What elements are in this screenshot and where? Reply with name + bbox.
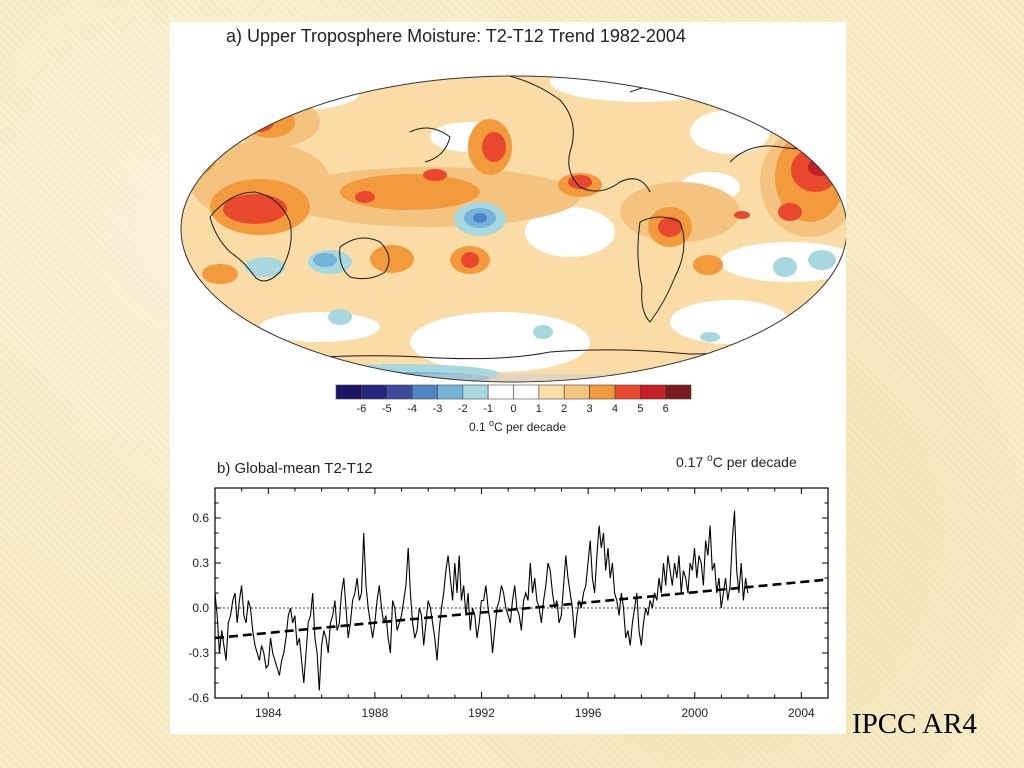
timeseries-title: b) Global-mean T2-T12	[217, 460, 373, 477]
colorbar-tick-label: 3	[587, 403, 593, 415]
source-caption: IPCC AR4	[852, 708, 977, 740]
y-tick-label: 0.0	[192, 601, 209, 615]
y-tick-label: 0.6	[192, 511, 209, 525]
colorbar-swatch	[563, 384, 590, 400]
colorbar-swatch	[361, 384, 388, 400]
map-title: a) Upper Troposphere Moisture: T2-T12 Tr…	[226, 26, 686, 46]
x-tick-label: 2000	[681, 706, 708, 720]
colorbar-swatch	[513, 384, 540, 400]
colorbar-swatch	[411, 384, 438, 400]
trend-map	[181, 76, 847, 382]
colorbar-tick-label: 1	[536, 403, 542, 415]
series-line	[215, 510, 749, 691]
colorbar-swatch	[335, 384, 362, 400]
x-tick-label: 1984	[255, 706, 282, 720]
colorbar-tick-label: -1	[483, 403, 493, 415]
colorbar-swatch	[462, 384, 489, 400]
colorbar-swatch	[614, 384, 641, 400]
colorbar-swatch	[437, 384, 464, 400]
colorbar-tick-label: 5	[637, 403, 643, 415]
colorbar-swatch	[538, 384, 565, 400]
colorbar-tick-label: 2	[561, 403, 567, 415]
colorbar-tick-label: -2	[458, 403, 468, 415]
colorbar: -6 -5 -4 -3 -2 -1 0 1 2 3 4 5 6	[335, 384, 692, 415]
colorbar-swatch	[487, 384, 514, 400]
colorbar-swatch	[589, 384, 616, 400]
x-tick-label: 1988	[362, 706, 389, 720]
colorbar-tick-label: 0	[510, 403, 516, 415]
timeseries-plot: 1984 1988 1992 1996 2000 2004 -0.6 -0.3 0.0 0.3 0.…	[188, 487, 829, 720]
colorbar-tick-label: 4	[612, 403, 618, 415]
colorbar-tick-label: 6	[663, 403, 669, 415]
trend-line	[215, 578, 828, 640]
colorbar-tick-label: -6	[356, 403, 366, 415]
colorbar-label: 0.1 oC per decade	[469, 418, 566, 434]
colorbar-tick-label: -4	[407, 403, 417, 415]
x-tick-label: 1996	[575, 706, 602, 720]
trend-label: 0.17 oC per decade	[676, 453, 797, 470]
y-tick-label: -0.6	[188, 691, 209, 705]
y-tick-label: 0.3	[192, 556, 209, 570]
colorbar-swatch	[386, 384, 413, 400]
y-tick-label: -0.3	[188, 646, 209, 660]
colorbar-tick-label: -3	[433, 403, 443, 415]
colorbar-swatch	[665, 384, 692, 400]
x-tick-label: 2004	[788, 706, 815, 720]
colorbar-swatch	[639, 384, 666, 400]
figure-panel: a) Upper Troposphere Moisture: T2-T12 Tr…	[170, 22, 848, 734]
x-tick-label: 1992	[468, 706, 495, 720]
colorbar-tick-label: -5	[382, 403, 392, 415]
plot-frame	[214, 487, 829, 699]
